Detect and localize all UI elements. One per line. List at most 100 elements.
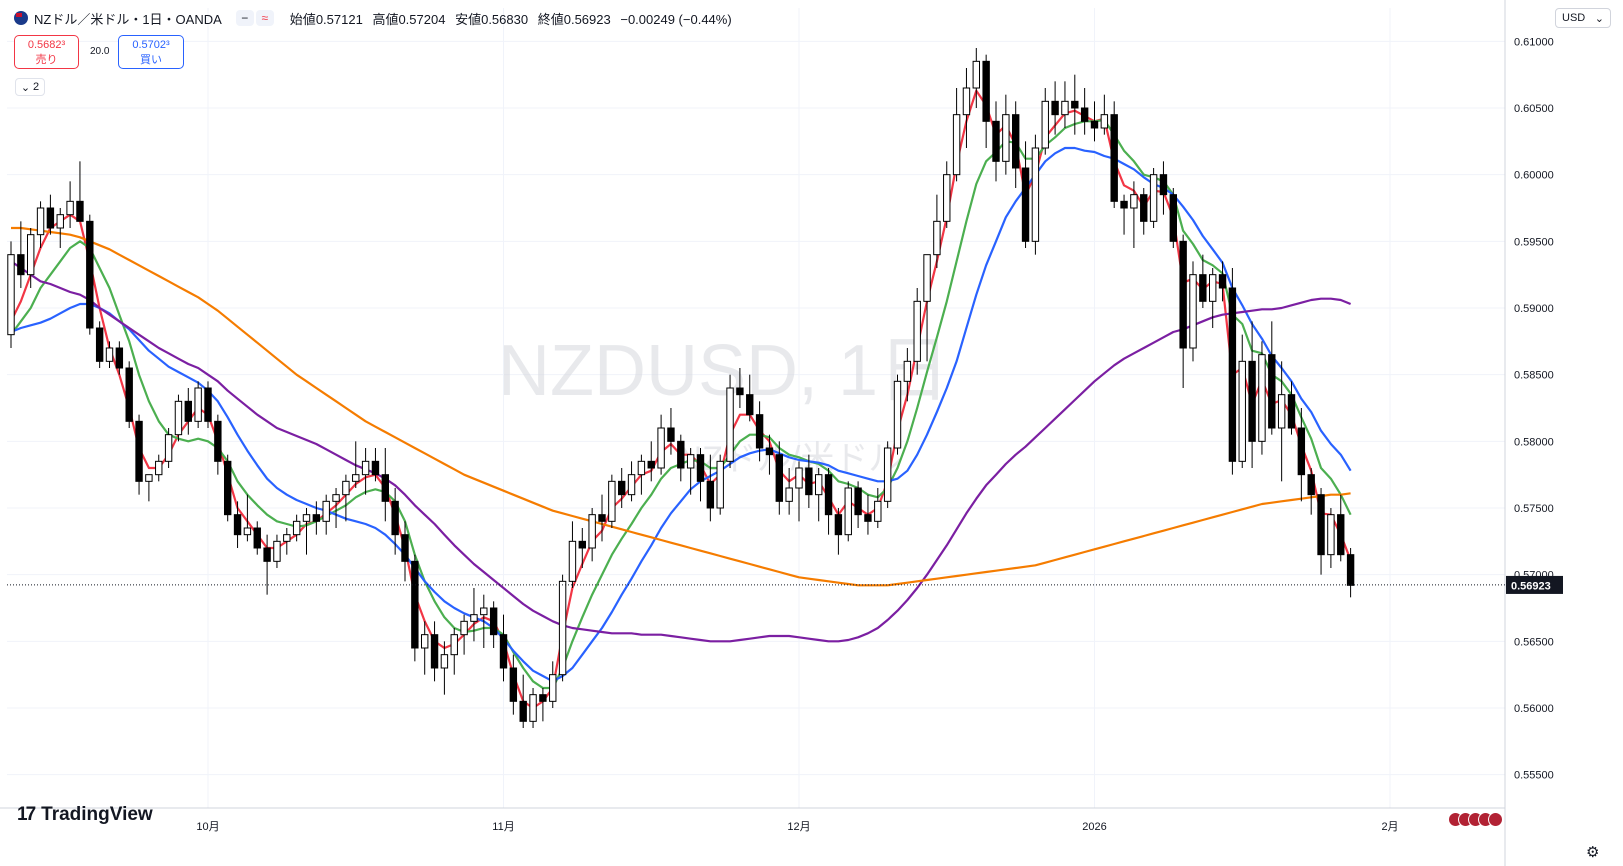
symbol-title[interactable]: NZドル／米ドル・1日・OANDA [34,11,222,27]
candle [224,454,232,522]
economic-events-flags[interactable] [1448,812,1503,827]
tradingview-logo-icon: 17 [17,804,36,825]
candle-body [1258,354,1266,442]
candle-body [972,60,980,89]
buy-button[interactable]: 0.5702³ 買い [118,35,184,69]
sell-button[interactable]: 0.5682³ 売り [14,35,79,69]
candle-body [135,420,143,482]
candle-body [292,520,301,536]
candle [686,448,695,495]
candle [480,594,488,648]
candle [568,521,577,588]
candle [1209,268,1217,328]
candle [1199,254,1207,308]
candle [1169,188,1177,248]
price-tick-label: 0.58500 [1514,370,1554,382]
candle-body [1346,554,1355,586]
settings-gear-icon[interactable]: ⚙ [1586,844,1600,861]
candle [66,181,74,228]
candle [352,441,360,488]
candle [174,394,183,442]
candle-body [36,207,45,236]
moving-average-line [10,260,1352,643]
candle-body [775,454,783,502]
candle [696,448,705,502]
minus-icon[interactable]: − [235,10,254,26]
tradingview-logo[interactable]: 17 TradingView [17,804,153,826]
candle [253,521,261,555]
candle [539,688,547,722]
candle [1002,94,1010,175]
candle-body [982,60,990,122]
candle-body [1297,427,1306,476]
price-tick-label: 0.61000 [1514,36,1554,48]
candle-body [76,200,84,222]
candle [194,381,202,428]
candle-body [1238,360,1246,462]
candle-body [164,434,173,462]
candle [746,374,754,422]
candle [509,654,518,715]
candle-body [854,487,862,516]
candle-body [647,460,655,469]
candle [1277,361,1286,482]
indicator-count: 2 [33,81,40,93]
candle-body [509,667,518,702]
sell-label: 売り [35,54,58,66]
candle-body [430,634,439,669]
candle [834,508,843,555]
candle [1021,141,1030,248]
candle [815,468,823,522]
candle [273,534,281,568]
candle-body [56,214,64,229]
candle [1120,194,1128,235]
indicators-collapse-button[interactable]: ⌄ 2 [15,78,45,96]
candle [302,508,311,555]
compare-icon[interactable]: ≈ [255,10,274,26]
currency-selector[interactable]: USD ⌄ [1555,8,1611,28]
candle [1090,101,1099,142]
candle [529,688,537,728]
candle-body [489,607,498,636]
candle-body [1287,394,1296,429]
candle [292,514,301,542]
candle [1159,161,1168,215]
candle-body [1248,360,1256,442]
candle-body [1327,514,1335,556]
candle-body [1179,240,1187,349]
candle [923,254,931,362]
watermark-symbol: NZDUSD, 1日 [498,331,950,411]
candle [903,348,912,402]
candle-body [736,387,744,396]
candle [1130,181,1138,248]
candle-body [706,480,715,509]
candle-body [184,400,193,422]
candle-body [460,620,468,636]
candle-body [883,447,892,502]
candle [1031,134,1040,255]
candle [489,601,498,648]
candle [716,454,724,515]
candle-body [726,387,734,462]
candle-body [943,174,951,222]
candle-body [450,634,458,656]
candle [893,374,902,455]
candle-body [1080,107,1089,122]
candle [1248,321,1256,468]
candle [499,614,508,682]
candle [982,54,990,148]
candle [637,454,646,495]
candle [460,614,468,655]
candle-body [253,527,261,549]
currency-label: USD [1562,12,1586,24]
candle-body [539,694,547,702]
candle-body [765,447,774,456]
candle-body [361,460,370,476]
candle [992,101,1000,182]
candle-body [391,500,399,536]
candle [145,474,153,502]
candle [618,468,626,508]
candle-body [1209,274,1217,302]
candle-body [352,474,360,482]
